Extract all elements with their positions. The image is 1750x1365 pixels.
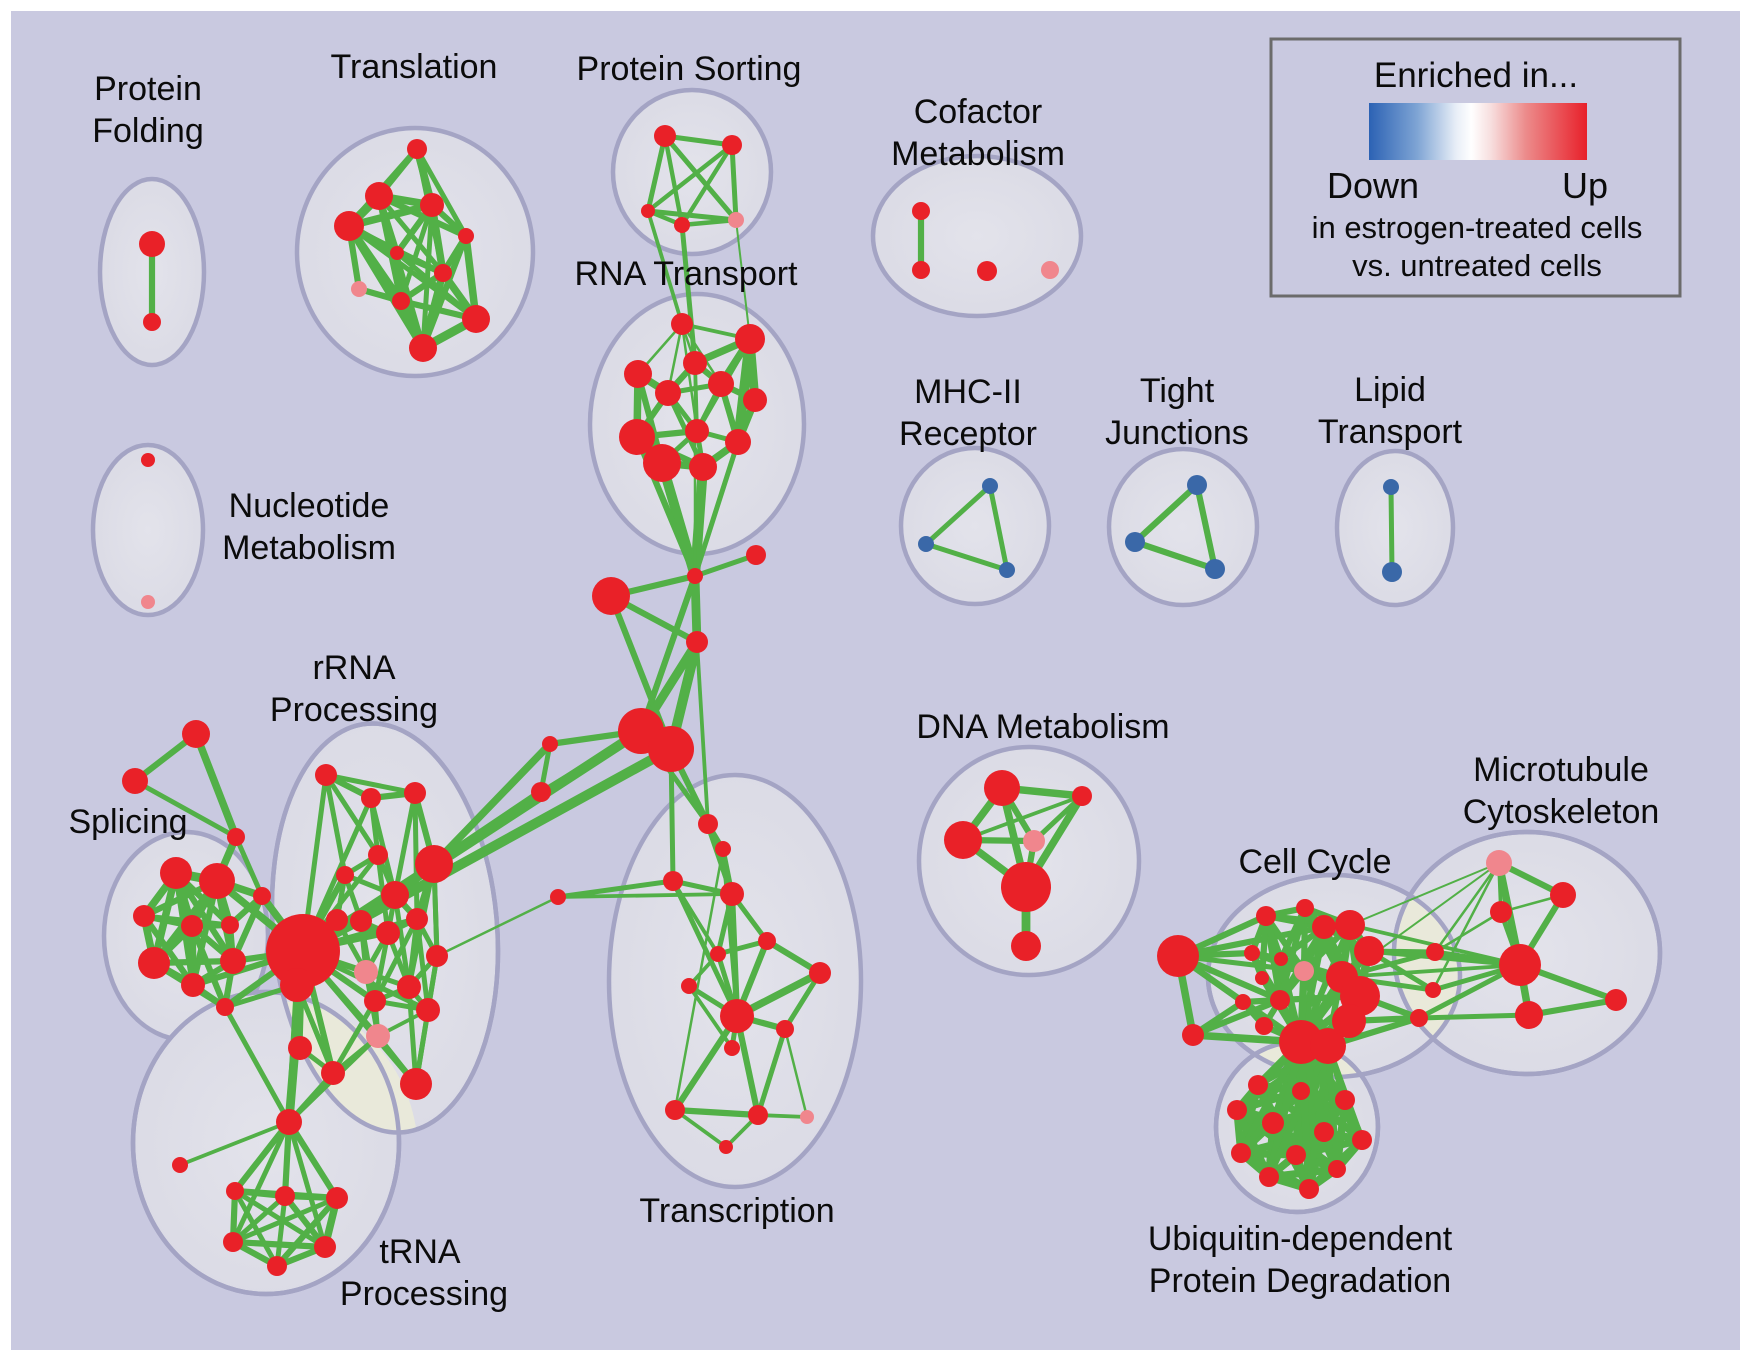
svg-text:Splicing: Splicing <box>68 803 187 841</box>
svg-text:Cell Cycle: Cell Cycle <box>1238 843 1391 881</box>
svg-text:MHC-II: MHC-II <box>914 373 1022 411</box>
svg-text:Enriched in...: Enriched in... <box>1374 56 1578 95</box>
svg-text:Transcription: Transcription <box>639 1192 834 1230</box>
svg-text:Microtubule: Microtubule <box>1473 751 1649 789</box>
svg-text:Transport: Transport <box>1318 413 1463 451</box>
svg-text:Translation: Translation <box>331 48 498 86</box>
svg-text:rRNA: rRNA <box>312 649 395 687</box>
svg-text:Protein Degradation: Protein Degradation <box>1149 1262 1451 1300</box>
svg-text:Receptor: Receptor <box>899 415 1037 453</box>
svg-text:Folding: Folding <box>92 112 204 150</box>
svg-text:vs. untreated cells: vs. untreated cells <box>1352 248 1602 283</box>
svg-text:Tight: Tight <box>1140 372 1215 410</box>
svg-text:Down: Down <box>1327 165 1419 206</box>
svg-text:Processing: Processing <box>340 1275 508 1313</box>
svg-text:RNA Transport: RNA Transport <box>575 255 799 293</box>
svg-text:Cofactor: Cofactor <box>914 93 1043 131</box>
svg-text:Ubiquitin-dependent: Ubiquitin-dependent <box>1148 1220 1453 1258</box>
svg-text:Up: Up <box>1562 165 1608 206</box>
svg-text:Cytoskeleton: Cytoskeleton <box>1463 793 1660 831</box>
svg-text:Metabolism: Metabolism <box>891 135 1065 173</box>
svg-text:Protein: Protein <box>94 70 202 108</box>
svg-text:Metabolism: Metabolism <box>222 529 396 567</box>
svg-text:DNA Metabolism: DNA Metabolism <box>916 708 1169 746</box>
svg-text:in estrogen-treated cells: in estrogen-treated cells <box>1312 210 1643 245</box>
svg-text:Lipid: Lipid <box>1354 371 1426 409</box>
svg-text:Nucleotide: Nucleotide <box>229 487 390 525</box>
svg-text:Protein Sorting: Protein Sorting <box>577 50 802 88</box>
svg-text:Processing: Processing <box>270 691 438 729</box>
svg-text:tRNA: tRNA <box>379 1233 461 1271</box>
svg-text:Junctions: Junctions <box>1105 414 1249 452</box>
